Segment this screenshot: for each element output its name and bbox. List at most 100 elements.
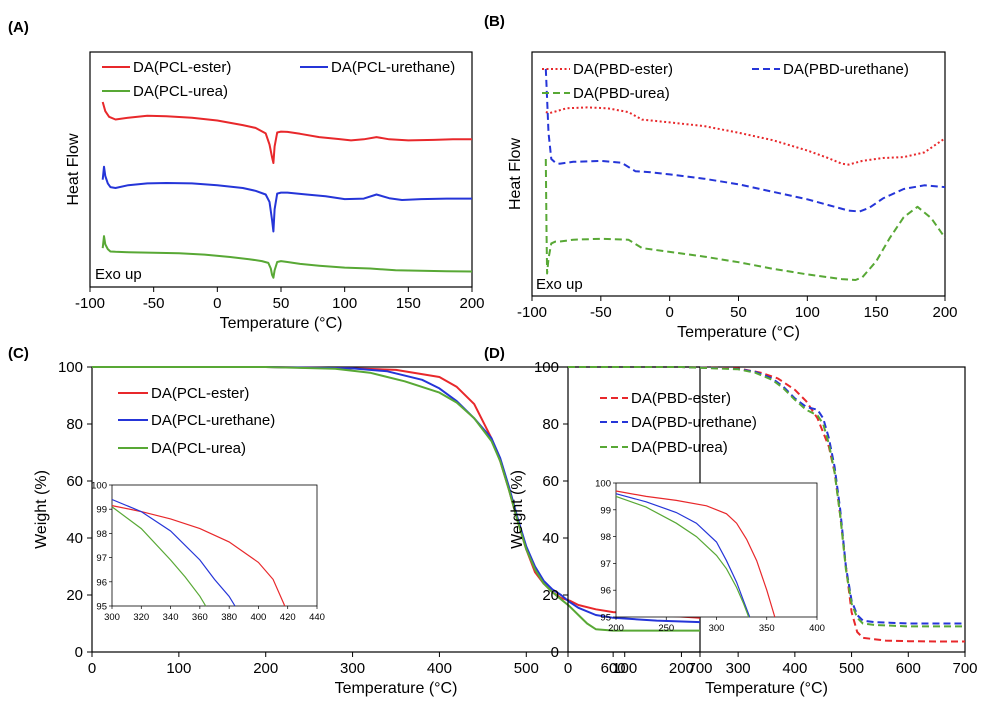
inset-x-tick-label: 350 [759, 623, 775, 634]
x-tick-label: 600 [896, 660, 921, 677]
x-tick-label: 700 [687, 660, 712, 677]
legend-label-2: DA(PCL-urethane) [331, 59, 455, 76]
x-axis-title: Temperature (°C) [335, 680, 458, 697]
exo-up-note: Exo up [536, 276, 583, 293]
x-tick-label: 200 [459, 295, 484, 312]
legend-label-3: DA(PCL-urea) [133, 83, 228, 100]
y-tick-label: 60 [66, 473, 83, 490]
x-tick-label: 100 [166, 660, 191, 677]
series-line-3 [92, 366, 700, 632]
inset-x-tick-label: 250 [658, 623, 674, 634]
y-tick-label: 80 [542, 416, 559, 433]
x-tick-label: 200 [669, 660, 694, 677]
inset-chart: 200 250 300 350 400 95 96 97 98 99 100 [595, 479, 825, 635]
inset-y-tick-label: 95 [96, 602, 107, 613]
inset-y-tick-label: 95 [600, 613, 611, 624]
x-tick-label: 500 [839, 660, 864, 677]
panel-label: (B) [484, 13, 505, 30]
inset-y-tick-label: 98 [96, 529, 107, 540]
y-tick-label: 40 [66, 530, 83, 547]
x-tick-label: 150 [864, 304, 889, 321]
inset-y-tick-label: 96 [96, 577, 107, 588]
x-tick-label: 700 [952, 660, 977, 677]
legend-label-2: DA(PBD-urethane) [631, 414, 757, 431]
x-tick-label: 600 [601, 660, 626, 677]
y-tick-label: 100 [58, 359, 83, 376]
series-line-3 [101, 235, 473, 279]
inset-x-tick-label: 340 [163, 612, 179, 623]
inset-plot-area [615, 482, 818, 618]
series-line-3 [544, 158, 946, 281]
y-tick-label: 0 [75, 644, 83, 661]
y-axis-title: Heat Flow [65, 133, 82, 205]
inset-x-tick-label: 400 [250, 612, 266, 623]
x-axis-title: Temperature (°C) [677, 324, 800, 341]
inset-y-tick-label: 99 [96, 505, 107, 516]
plot-area [567, 366, 966, 653]
legend-label-1: DA(PBD-ester) [573, 61, 673, 78]
x-tick-label: 400 [782, 660, 807, 677]
y-tick-label: 80 [66, 416, 83, 433]
series-line-2 [544, 68, 946, 213]
y-tick-label: 60 [542, 473, 559, 490]
legend-label-1: DA(PBD-ester) [631, 390, 731, 407]
inset-plot-area [111, 484, 318, 607]
panel-a: (A) -100 -50 0 50 100 150 200 Temperature (°C) He… [8, 19, 485, 332]
inset-y-tick-label: 97 [96, 553, 107, 564]
inset-x-tick-label: 400 [809, 623, 825, 634]
inset-x-tick-label: 420 [280, 612, 296, 623]
x-tick-label: 300 [726, 660, 751, 677]
legend-label-2: DA(PCL-urethane) [151, 412, 275, 429]
x-tick-label: 400 [427, 660, 452, 677]
x-tick-label: 0 [213, 295, 221, 312]
inset-series-line-2 [615, 493, 751, 618]
x-tick-label: -100 [517, 304, 547, 321]
x-tick-label: -100 [75, 295, 105, 312]
inset-chart: 300 320 340 360 380 400 420 440 95 96 97 98 99 100 [91, 481, 325, 624]
y-tick-label: 20 [66, 587, 83, 604]
inset-y-tick-label: 98 [600, 532, 611, 543]
legend-label-1: DA(PCL-ester) [151, 385, 249, 402]
x-tick-label: 50 [273, 295, 290, 312]
x-tick-label: 300 [340, 660, 365, 677]
inset-y-tick-label: 99 [600, 505, 611, 516]
inset-series-line-2 [111, 498, 236, 607]
inset-y-tick-label: 100 [91, 481, 107, 492]
inset-y-tick-label: 100 [595, 479, 611, 490]
inset-series-line-1 [111, 505, 286, 607]
legend-label-3: DA(PBD-urea) [573, 85, 670, 102]
inset-x-tick-label: 320 [133, 612, 149, 623]
series-line-3 [568, 366, 965, 628]
inset-y-tick-label: 97 [600, 559, 611, 570]
x-tick-label: 100 [795, 304, 820, 321]
y-tick-label: 20 [542, 587, 559, 604]
x-tick-label: 0 [665, 304, 673, 321]
inset-x-tick-label: 360 [192, 612, 208, 623]
x-tick-label: 0 [88, 660, 96, 677]
y-axis-title: Weight (%) [33, 470, 50, 549]
inset-x-tick-label: 380 [221, 612, 237, 623]
inset-y-tick-label: 96 [600, 586, 611, 597]
legend-label-3: DA(PCL-urea) [151, 440, 246, 457]
series-line-1 [101, 101, 472, 164]
x-axis-title: Temperature (°C) [220, 315, 343, 332]
panel-label: (C) [8, 345, 29, 362]
series-line-1 [545, 106, 946, 166]
x-tick-label: -50 [143, 295, 165, 312]
x-tick-label: 150 [396, 295, 421, 312]
y-tick-label: 40 [542, 530, 559, 547]
x-tick-label: 0 [564, 660, 572, 677]
panel-d: (D) 0 100 200 300 400 500 600 700 0 20 40 60 80 100 Tem… [484, 345, 978, 697]
inset-series-line-1 [615, 490, 776, 618]
inset-series-line-3 [615, 495, 750, 618]
y-tick-label: 100 [534, 359, 559, 376]
inset-x-tick-label: 200 [608, 623, 624, 634]
inset-x-tick-label: 440 [309, 612, 325, 623]
legend-label-1: DA(PCL-ester) [133, 59, 231, 76]
y-tick-label: 0 [551, 644, 559, 661]
x-tick-label: 200 [253, 660, 278, 677]
series-line-2 [101, 165, 472, 233]
y-axis-title: Heat Flow [507, 138, 524, 210]
x-tick-label: 200 [932, 304, 957, 321]
